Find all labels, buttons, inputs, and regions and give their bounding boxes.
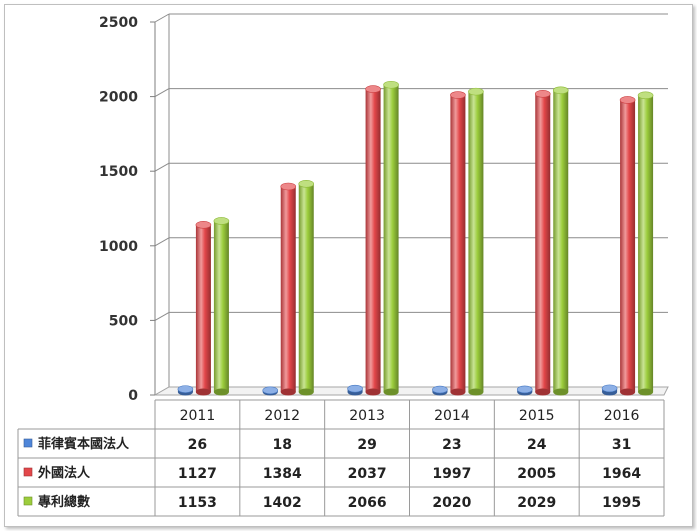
x-category-label: 2016 <box>604 408 640 424</box>
bar-top <box>534 90 551 98</box>
gridline-depth <box>154 13 170 23</box>
data-label: 2066 <box>348 495 387 511</box>
x-category-label: 2014 <box>434 408 470 424</box>
data-label: 24 <box>527 437 547 453</box>
data-label: 29 <box>357 437 376 453</box>
bar <box>535 93 551 392</box>
legend-swatch <box>23 467 33 477</box>
x-category-label: 2015 <box>519 408 555 424</box>
data-label: 2005 <box>517 466 556 482</box>
bar-top <box>347 384 363 393</box>
bar <box>298 183 314 392</box>
bar-base <box>298 388 314 396</box>
data-label: 2029 <box>517 495 556 511</box>
data-label: 1997 <box>432 466 471 482</box>
bar-top <box>432 385 448 394</box>
bar-top <box>383 80 399 89</box>
y-tick-label: 0 <box>128 388 138 404</box>
bar-top <box>468 87 484 96</box>
gridline-depth <box>154 311 170 321</box>
data-label: 1995 <box>602 495 641 511</box>
bar-top <box>195 221 212 229</box>
bar-top <box>516 385 533 394</box>
legend-swatch <box>23 438 33 448</box>
data-label: 2037 <box>348 466 387 482</box>
data-label: 23 <box>442 437 461 453</box>
bar-base <box>468 388 484 396</box>
y-tick-label: 500 <box>109 313 138 329</box>
gridline-depth <box>154 237 170 247</box>
x-category-label: 2013 <box>349 408 385 424</box>
y-tick-label: 2500 <box>99 15 138 31</box>
bar-top <box>637 91 654 100</box>
bar-top <box>450 91 466 99</box>
bar-top <box>619 96 636 104</box>
bar-top <box>177 385 194 393</box>
bar <box>450 95 466 392</box>
bar <box>468 91 484 392</box>
data-label: 1384 <box>263 466 302 482</box>
bar-base <box>280 388 296 396</box>
chart-floor <box>153 386 669 396</box>
x-category-label: 2011 <box>180 408 216 424</box>
bar-top <box>365 85 381 93</box>
y-tick-label: 1000 <box>99 239 138 255</box>
bar <box>383 84 399 392</box>
legend-label: 外國法人 <box>37 465 91 481</box>
data-label: 2020 <box>432 495 471 511</box>
data-label: 1127 <box>178 466 217 482</box>
y-tick-label: 2000 <box>99 90 138 106</box>
bar-top <box>213 217 230 225</box>
bar <box>280 186 296 392</box>
bar <box>365 89 381 393</box>
bar-base <box>383 388 399 396</box>
bar-top <box>280 182 297 191</box>
bar-base <box>620 388 636 396</box>
bar <box>620 99 636 393</box>
x-category-label: 2012 <box>264 408 300 424</box>
bar <box>638 95 654 392</box>
data-label: 1153 <box>178 495 217 511</box>
bar-base <box>638 388 654 396</box>
gridline-depth <box>154 88 170 98</box>
y-tick-label: 1500 <box>99 164 138 180</box>
bar-base <box>535 388 551 396</box>
bar <box>195 224 211 392</box>
bar-base <box>213 388 229 396</box>
legend-label: 菲律賓本國法人 <box>38 436 130 452</box>
data-label: 1402 <box>263 495 302 511</box>
bar-top <box>552 86 569 95</box>
bar-base <box>450 388 466 396</box>
data-label: 31 <box>612 437 631 453</box>
bar-base <box>365 388 381 396</box>
bar-base <box>195 388 211 396</box>
bar-top <box>262 386 279 395</box>
data-label: 1964 <box>602 466 641 482</box>
gridline-depth <box>154 162 170 172</box>
data-label: 18 <box>273 437 292 453</box>
chart-frame <box>4 4 693 527</box>
bar <box>553 90 569 393</box>
bar-top <box>298 180 315 188</box>
bar <box>213 220 229 392</box>
bar-top <box>601 384 618 393</box>
legend-label: 專利總數 <box>38 494 90 510</box>
bar-base <box>553 388 569 396</box>
legend-swatch <box>23 496 33 506</box>
data-label: 26 <box>188 437 207 453</box>
